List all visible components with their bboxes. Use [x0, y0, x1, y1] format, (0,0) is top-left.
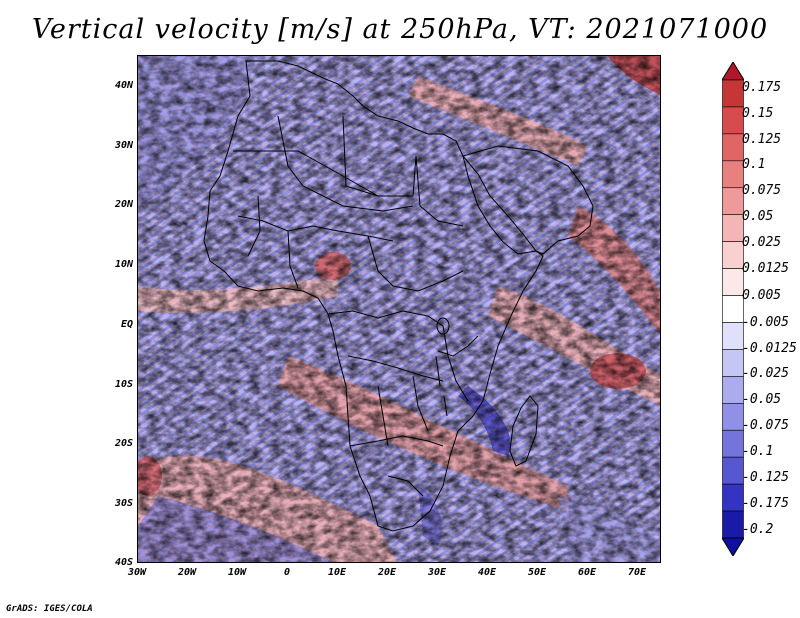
- lat-tick-label: 10S: [114, 379, 133, 390]
- lon-tick-label: 20W: [177, 567, 197, 578]
- color-bar-label: 0.15: [742, 106, 774, 121]
- lakes: [435, 317, 450, 417]
- color-bar-label: -0.05: [742, 392, 782, 407]
- color-bar-swatch: [722, 429, 744, 458]
- lon-tick-label: 30E: [427, 567, 447, 578]
- color-bar-swatch: [722, 322, 744, 350]
- color-bar-arrow-top: [722, 62, 744, 81]
- lat-tick-label: 30S: [114, 498, 133, 509]
- color-bar-swatch: [722, 214, 744, 242]
- lat-tick-label: 20S: [114, 438, 133, 449]
- lon-tick-label: 10E: [327, 567, 347, 578]
- color-bar-label: 0.0125: [742, 261, 789, 276]
- color-bar-swatch: [722, 295, 744, 323]
- lon-tick-label: 10W: [227, 567, 247, 578]
- field-noise: [138, 56, 660, 562]
- lat-tick-label: 40N: [114, 80, 133, 91]
- color-bar-swatch: [722, 456, 744, 485]
- color-bar-label: 0.1: [742, 157, 766, 172]
- color-bar-label: 0.05: [742, 209, 774, 224]
- color-bar-label: 0.075: [742, 183, 782, 198]
- color-bar-swatch: [722, 160, 744, 189]
- color-bar-label: 0.025: [742, 235, 782, 250]
- africa-coastline: [203, 60, 544, 532]
- lon-tick-label: 40E: [477, 567, 497, 578]
- color-bar-swatch: [722, 402, 744, 431]
- lon-tick-label: 30W: [127, 567, 147, 578]
- color-bar-swatch: [722, 241, 744, 269]
- lat-tick-label: EQ: [120, 319, 133, 330]
- lat-tick-label: 30N: [114, 140, 133, 151]
- color-bar-swatch: [722, 79, 744, 108]
- madagascar-outline: [509, 395, 539, 467]
- arabia-outline: [462, 145, 594, 255]
- color-bar-label: -0.075: [742, 418, 789, 433]
- lon-tick-label: 50E: [527, 567, 547, 578]
- lon-tick-label: 70E: [627, 567, 647, 578]
- color-bar-label: 0.125: [742, 132, 782, 147]
- color-bar-label: 0.175: [742, 80, 782, 95]
- lat-tick-label: 40S: [114, 557, 133, 568]
- color-bar-swatch: [722, 349, 744, 377]
- color-bar-label: -0.025: [742, 366, 789, 381]
- lon-tick-label: 0: [283, 567, 291, 578]
- color-bar-label: -0.0125: [742, 341, 797, 356]
- lon-tick-label: 20E: [377, 567, 397, 578]
- color-bar-label: -0.1: [742, 444, 774, 459]
- color-bar-swatch: [722, 483, 744, 512]
- map-panel: [137, 55, 661, 563]
- lat-tick-label: 20N: [114, 199, 133, 210]
- color-bar-swatch: [722, 187, 744, 216]
- lon-tick-label: 60E: [577, 567, 597, 578]
- color-bar-swatch: [722, 106, 744, 135]
- color-bar-label: -0.175: [742, 496, 789, 511]
- color-bar: [722, 62, 744, 556]
- color-bar-label: -0.125: [742, 470, 789, 485]
- lat-tick-label: 10N: [114, 259, 133, 270]
- color-bar-swatch: [722, 376, 744, 404]
- chart-title: Vertical velocity [m/s] at 250hPa, VT: 2…: [31, 14, 769, 45]
- color-bar-label: -0.2: [742, 522, 774, 537]
- color-bar-swatch: [722, 133, 744, 162]
- color-bar-label: 0.005: [742, 288, 782, 303]
- color-bar-arrow-bottom: [722, 537, 744, 556]
- velocity-field-map: [138, 56, 660, 562]
- grads-credit: GrADS: IGES/COLA: [6, 604, 93, 614]
- color-bar-label: -0.005: [742, 315, 789, 330]
- color-bar-swatch: [722, 268, 744, 296]
- color-bar-swatch: [722, 510, 744, 539]
- country-boundaries: [203, 60, 594, 532]
